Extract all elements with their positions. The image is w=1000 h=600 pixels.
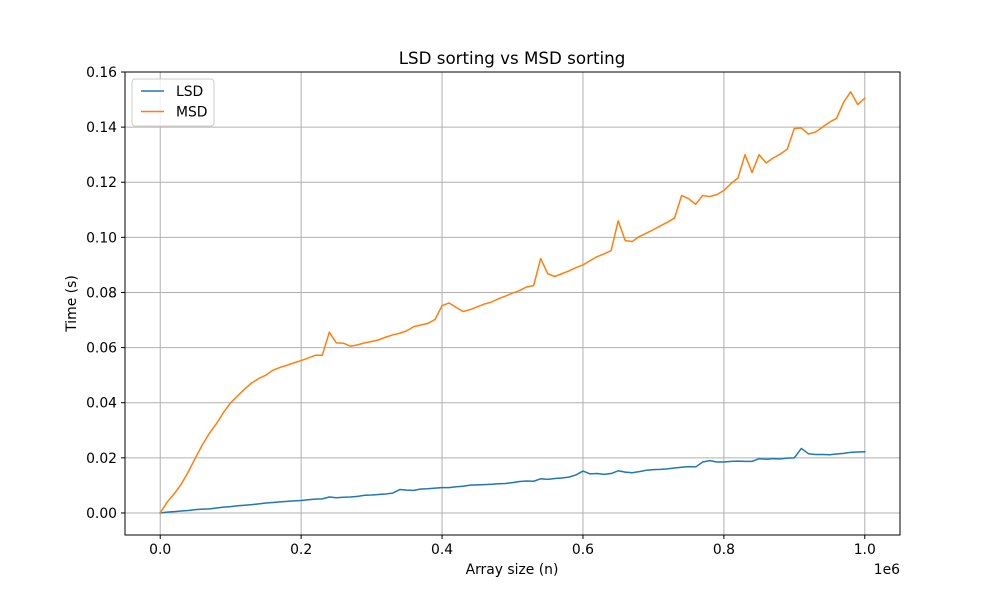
y-tick-label: 0.16 bbox=[86, 65, 117, 81]
y-axis-label: Time (s) bbox=[64, 275, 80, 333]
legend-label-msd: MSD bbox=[176, 105, 208, 121]
y-tick-label: 0.02 bbox=[86, 451, 117, 467]
y-tick-label: 0.06 bbox=[86, 341, 117, 357]
x-tick-label: 0.6 bbox=[572, 542, 594, 558]
series-layer bbox=[159, 91, 866, 514]
series-line-lsd bbox=[159, 447, 866, 514]
y-tick-label: 0.14 bbox=[86, 120, 117, 136]
y-tick-label: 0.12 bbox=[86, 175, 117, 191]
chart-title: LSD sorting vs MSD sorting bbox=[399, 48, 626, 68]
y-tick-label: 0.04 bbox=[86, 396, 117, 412]
legend-label-lsd: LSD bbox=[176, 84, 203, 100]
x-axis-ticks: 0.0 0.2 0.4 0.6 0.8 1.0 bbox=[149, 535, 876, 558]
x-tick-label: 0.2 bbox=[290, 542, 312, 558]
y-tick-label: 0.10 bbox=[86, 230, 117, 246]
x-tick-label: 0.4 bbox=[431, 542, 453, 558]
y-axis-ticks: 0.00 0.02 0.04 0.06 0.08 0.10 0.12 0.14 0.16 bbox=[86, 65, 125, 522]
legend: LSD MSD bbox=[131, 78, 215, 127]
y-tick-label: 0.08 bbox=[86, 285, 117, 301]
x-tick-label: 1.0 bbox=[854, 542, 876, 558]
x-axis-offset-label: 1e6 bbox=[874, 562, 900, 578]
series-line-msd bbox=[159, 91, 866, 514]
y-tick-label: 0.00 bbox=[86, 506, 117, 522]
x-tick-label: 0.0 bbox=[149, 542, 171, 558]
x-axis-label: Array size (n) bbox=[466, 562, 559, 578]
plot-frame bbox=[124, 71, 901, 536]
x-tick-label: 0.8 bbox=[713, 542, 735, 558]
